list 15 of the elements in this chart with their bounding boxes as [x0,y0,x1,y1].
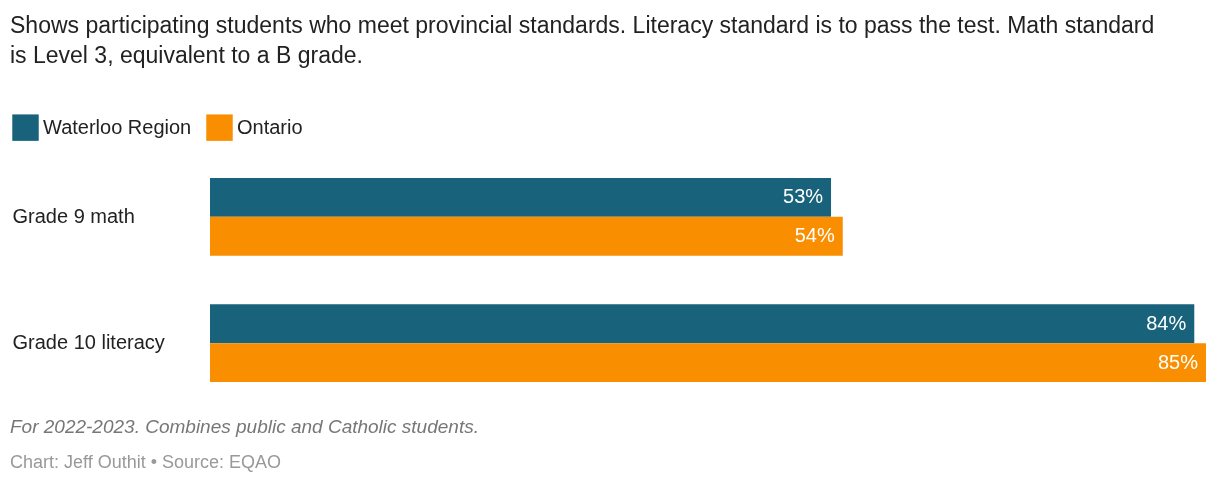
bar [210,216,843,256]
chart-title: Shows participating students who meet provincial standards. Literacy standard is to pass the test. Math standard is Level 3, equivalent to a B grade. [10,11,1156,70]
data-label: 53% [783,185,824,208]
data-label: 85% [1157,350,1199,373]
legend-label: Waterloo Region [43,115,192,138]
y-tick-label: Grade 10 literacy [12,331,165,354]
text: Chart: Jeff Outhit • Source: EQAO [10,452,283,473]
data-label: 84% [1146,311,1187,334]
legend-label: Ontario [237,115,303,138]
bar [210,304,1195,344]
y-tick-label: Grade 9 math [12,204,135,227]
bar [210,178,832,217]
bar [210,343,1206,382]
text: For 2022-2023. Combines public and Catholic students. [10,416,480,438]
data-label: 54% [794,224,835,247]
